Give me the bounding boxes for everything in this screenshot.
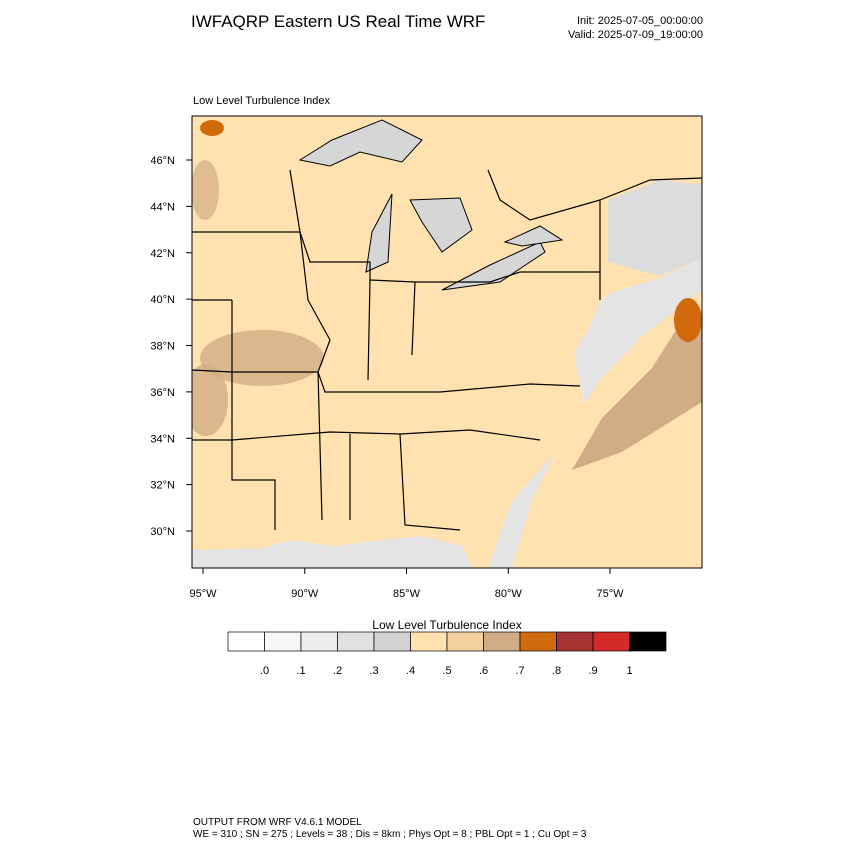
lat-label: 36°N	[150, 387, 175, 399]
inland-high	[192, 160, 219, 220]
colorbar-box	[629, 631, 667, 652]
colorbar-box	[300, 631, 338, 652]
boundaries	[192, 169, 702, 531]
colorbar-label: .1	[296, 665, 305, 677]
colorbar-label: .4	[406, 665, 415, 677]
lat-label: 38°N	[150, 341, 175, 353]
lon-label: 80°W	[495, 588, 523, 600]
colorbar-box	[592, 631, 630, 652]
valid-time: Valid: 2025-07-09_19:00:00	[568, 29, 703, 41]
colorbar-label: .3	[369, 665, 378, 677]
lat-label: 34°N	[150, 433, 175, 445]
colorbar-box	[264, 631, 302, 652]
colorbar-label: .6	[479, 665, 488, 677]
colorbar-box	[519, 631, 557, 652]
lat-label: 32°N	[150, 480, 175, 492]
lat-label: 42°N	[150, 248, 175, 260]
inland-peak	[200, 120, 224, 136]
lon-label: 90°W	[291, 588, 319, 600]
footer-line: WE = 310 ; SN = 275 ; Levels = 38 ; Dis …	[193, 829, 587, 840]
colorbar-label: .5	[442, 665, 451, 677]
new-england-low	[608, 180, 702, 276]
colorbar-box	[556, 631, 594, 652]
title: IWFAQRP Eastern US Real Time WRF	[191, 12, 485, 31]
colorbar-box	[337, 631, 375, 652]
colorbar-label: .0	[260, 665, 269, 677]
lake-michigan	[365, 193, 393, 273]
map-subtitle: Low Level Turbulence Index	[193, 95, 330, 107]
footer-line: OUTPUT FROM WRF V4.6.1 MODEL	[193, 817, 362, 828]
lon-label: 85°W	[393, 588, 421, 600]
map	[191, 115, 703, 569]
colorbar-box	[483, 631, 521, 652]
gulf	[192, 536, 472, 568]
colorbar-label: .8	[552, 665, 561, 677]
colorbar-label: .7	[515, 665, 524, 677]
init-time: Init: 2025-07-05_00:00:00	[577, 15, 703, 27]
lake-superior	[298, 119, 423, 167]
colorbar-label: .9	[588, 665, 597, 677]
colorbar-box	[227, 631, 265, 652]
lat-label: 40°N	[150, 294, 175, 306]
lake-erie	[441, 241, 546, 291]
lat-label: 46°N	[150, 155, 175, 167]
colorbar-box	[446, 631, 484, 652]
colorbar-label: 1	[626, 665, 632, 677]
lat-label: 30°N	[150, 526, 175, 538]
lake-huron	[409, 197, 473, 253]
ocean-peak	[674, 298, 702, 342]
lon-label: 95°W	[189, 588, 217, 600]
colorbar-label: .2	[333, 665, 342, 677]
colorbar-title: Low Level Turbulence Index	[372, 618, 521, 632]
lake-ontario	[503, 225, 564, 247]
map-frame	[191, 115, 703, 569]
colorbar-box	[373, 631, 411, 652]
lat-label: 44°N	[150, 201, 175, 213]
lon-label: 75°W	[596, 588, 624, 600]
colorbar-box	[410, 631, 448, 652]
inland-high	[192, 364, 228, 436]
ocean-high	[572, 305, 702, 470]
colorbar: Low Level Turbulence Index	[372, 618, 521, 632]
